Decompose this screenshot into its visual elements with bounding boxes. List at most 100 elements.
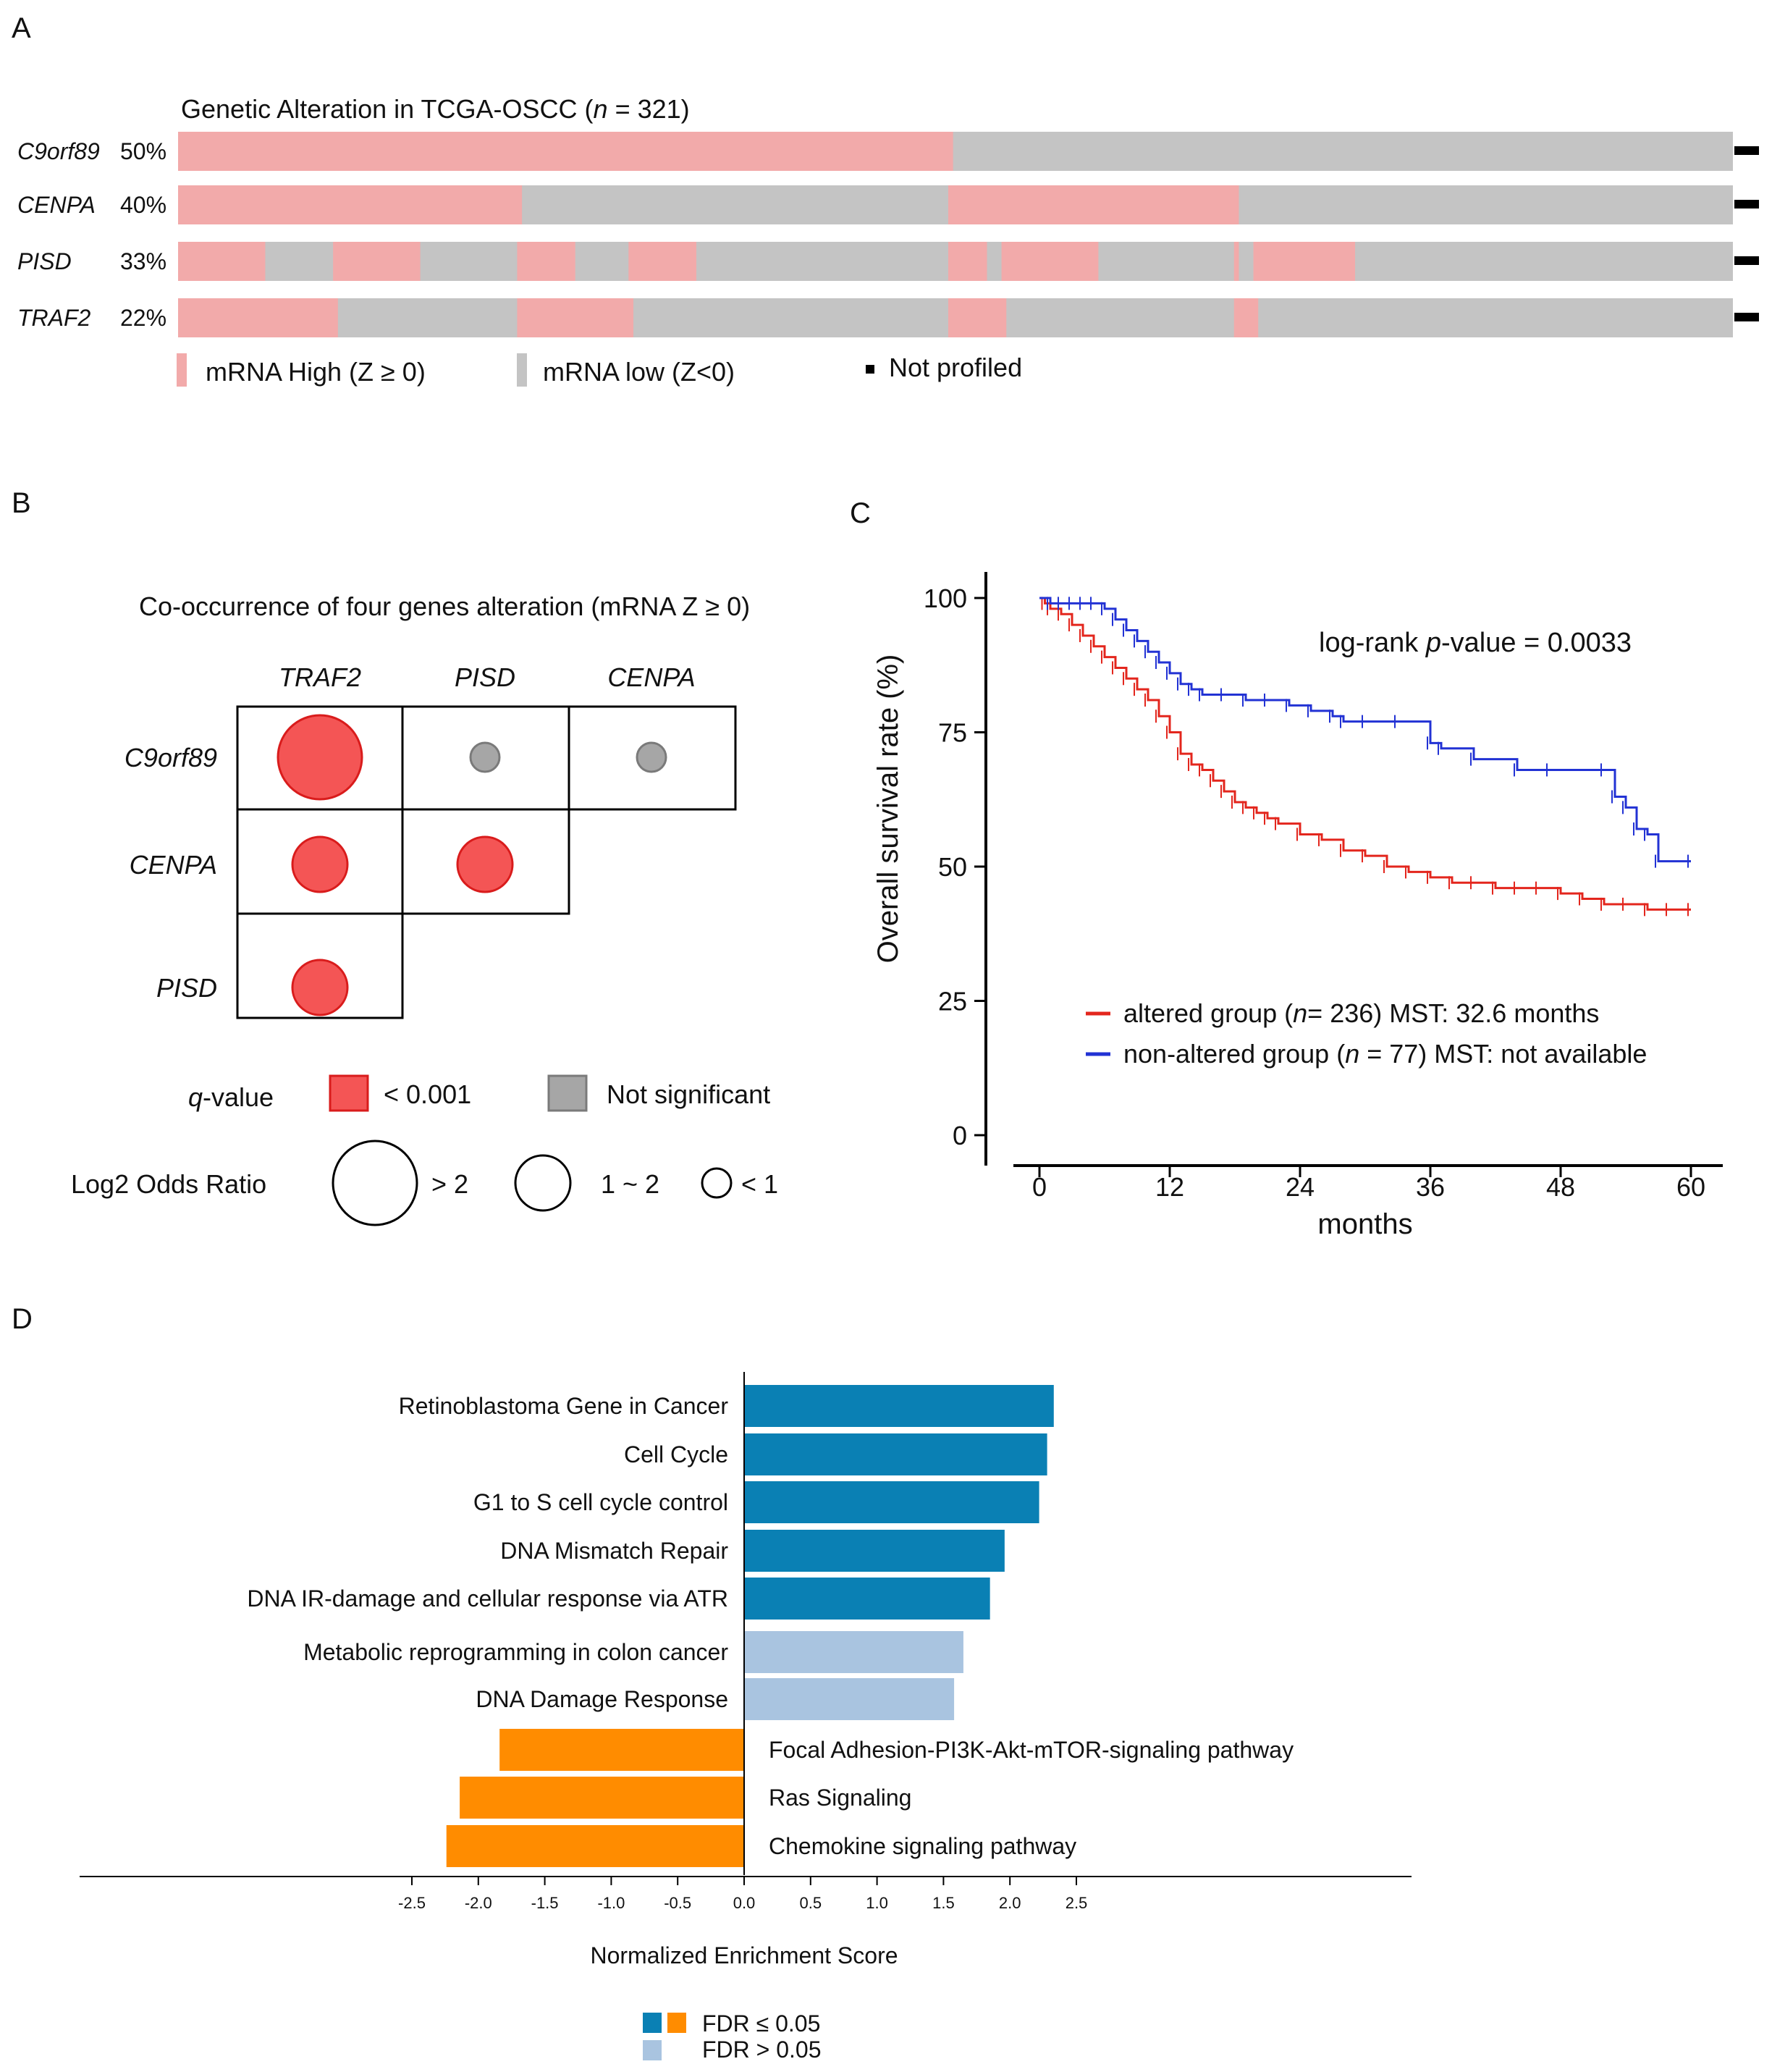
cooccurrence-circle-c9orf89-traf2: [277, 714, 363, 801]
legend-or-small-label: < 1: [741, 1169, 778, 1199]
legend-or-label: Log2 Odds Ratio: [71, 1169, 266, 1199]
legend-fdr-sig-label: FDR ≤ 0.05: [702, 2010, 820, 2037]
track-high-segment-traf2-3: [1233, 298, 1259, 337]
matrix-row-label-c9orf89: C9orf89: [125, 743, 217, 772]
panel-d-enrichment: Retinoblastoma Gene in Cancer Cell Cycle G…: [80, 1372, 1412, 2063]
oncoprint-tracks: C9orf89 50% CENPA 40% PISD 33% TRAF2 22%: [17, 132, 1759, 337]
legend-swatch-mrna-low: [517, 353, 527, 387]
enrichment-x-tick-label: -0.5: [664, 1894, 691, 1912]
km-curve-altered: [1039, 597, 1691, 911]
cooccurrence-legend: q-value < 0.001 Not significant Log2 Odd…: [71, 1074, 778, 1226]
matrix-col-label-traf2: TRAF2: [279, 662, 361, 692]
matrix-grid: [236, 705, 737, 1019]
km-xlabel: months: [1317, 1208, 1412, 1240]
track-not-profiled-pisd: [1734, 256, 1759, 265]
legend-q-ns-swatch: [547, 1074, 588, 1112]
legend-fdr-sig-orange-swatch: [667, 2013, 686, 2033]
enrichment-bar-dna-mismatch-repair: [744, 1530, 1005, 1572]
matrix-cells: [277, 714, 667, 1016]
track-high-segment-pisd-0: [178, 242, 266, 281]
matrix-col-label-pisd: PISD: [455, 662, 515, 692]
enrichment-x-axis: -2.5 -2.0 -1.5 -1.0 -0.5 0.0 0.5 1.0 1.5 2.0 2.5: [80, 1876, 1412, 1912]
km-y-tick-label: 50: [938, 852, 967, 882]
enrichment-bars: [446, 1372, 1054, 1875]
km-y-tick-label: 100: [924, 584, 967, 613]
panel-a-oncoprint: Genetic Alteration in TCGA-OSCC (n = 321…: [17, 94, 1759, 387]
matrix-row-label-pisd: PISD: [156, 973, 217, 1003]
enrichment-x-tick-label: 2.5: [1066, 1894, 1088, 1912]
km-legend: altered group (n= 236) MST: 32.6 months …: [1086, 998, 1647, 1069]
legend-non-altered-label: non-altered group (n = 77) MST: not avai…: [1123, 1039, 1647, 1069]
track-high-segment-pisd-1: [333, 242, 421, 281]
cooccurrence-circle-pisd-traf2: [291, 959, 349, 1016]
km-logrank-annotation: log-rank p-value = 0.0033: [1319, 628, 1632, 658]
legend-swatch-mrna-high: [177, 353, 187, 387]
legend-q-sig-swatch: [329, 1074, 369, 1112]
track-high-segment-pisd-3: [628, 242, 696, 281]
km-x-tick-label: 24: [1286, 1172, 1315, 1202]
enrichment-legend: FDR ≤ 0.05 FDR > 0.05: [643, 2010, 822, 2063]
cooccurrence-circle-cenpa-traf2: [291, 835, 349, 893]
track-not-profiled-traf2: [1734, 313, 1759, 321]
enrichment-bar-dna-ir-damage-and-cellular-response-via-atr: [744, 1578, 990, 1620]
cooccurrence-title: Co-occurrence of four genes alteration (…: [139, 591, 750, 621]
gene-percent-pisd: 33%: [120, 248, 166, 274]
enrichment-x-tick-label: -2.5: [398, 1894, 426, 1912]
enrichment-x-tick-label: -1.0: [597, 1894, 625, 1912]
panel-label-c: C: [850, 497, 871, 529]
cooccurrence-circle-c9orf89-cenpa: [636, 741, 667, 773]
matrix-row-label-cenpa: CENPA: [130, 850, 217, 880]
track-high-segment-pisd-6: [1233, 242, 1239, 281]
gene-label-pisd: PISD: [17, 248, 72, 274]
track-high-segment-pisd-2: [517, 242, 575, 281]
oncoprint-legend: mRNA High (Z ≥ 0) mRNA low (Z<0) Not pro…: [177, 353, 1022, 387]
enrichment-bar-chemokine-signaling-pathway: [446, 1825, 744, 1867]
enrichment-label-metabolic-reprogramming-in-colon-cancer: Metabolic reprogramming in colon cancer: [303, 1639, 728, 1665]
km-y-tick-label: 25: [938, 987, 967, 1016]
matrix-col-label-cenpa: CENPA: [607, 662, 695, 692]
km-curves: [1039, 597, 1691, 917]
enrichment-label-dna-ir-damage-and-cellular-response-via-atr: DNA IR-damage and cellular response via …: [247, 1585, 728, 1612]
legend-q-value-label: q-value: [188, 1082, 274, 1112]
matrix-row-labels: C9orf89 CENPA PISD: [125, 743, 217, 1003]
km-x-tick-label: 0: [1032, 1172, 1047, 1202]
gene-percent-c9orf89: 50%: [120, 138, 166, 164]
gene-percent-cenpa: 40%: [120, 192, 166, 218]
legend-or-medium-label: 1 ~ 2: [601, 1169, 659, 1199]
km-ylabel: Overall survival rate (%): [872, 654, 904, 964]
legend-swatch-not-profiled: [866, 365, 874, 374]
legend-fdr-ns-label: FDR > 0.05: [702, 2037, 822, 2063]
km-y-tick-label: 0: [953, 1121, 967, 1150]
track-high-segment-traf2-0: [178, 298, 338, 337]
enrichment-label-retinoblastoma-gene-in-cancer: Retinoblastoma Gene in Cancer: [399, 1393, 729, 1419]
enrichment-xlabel: Normalized Enrichment Score: [590, 1942, 898, 1968]
legend-or-medium-circle: [514, 1154, 572, 1212]
enrichment-x-tick-label: 1.0: [866, 1894, 888, 1912]
enrichment-x-tick-label: 0.0: [733, 1894, 756, 1912]
legend-fdr-ns-swatch: [643, 2040, 662, 2060]
track-not-profiled-cenpa: [1734, 200, 1759, 209]
matrix-column-labels: TRAF2 PISD CENPA: [279, 662, 696, 692]
enrichment-bar-focal-adhesion-pi3k-akt-mtor-signaling-pathway: [499, 1729, 744, 1771]
km-y-tick-label: 75: [938, 718, 967, 748]
km-x-tick-label: 36: [1416, 1172, 1445, 1202]
gene-percent-traf2: 22%: [120, 305, 166, 331]
track-high-segment-pisd-4: [948, 242, 987, 281]
track-high-segment-traf2-1: [517, 298, 634, 337]
enrichment-x-tick-label: 2.0: [999, 1894, 1021, 1912]
panel-label-a: A: [12, 12, 31, 44]
enrichment-x-tick-label: 0.5: [800, 1894, 822, 1912]
legend-label-mrna-low: mRNA low (Z<0): [543, 357, 735, 387]
enrichment-category-labels: Retinoblastoma Gene in Cancer Cell Cycle G…: [247, 1393, 1294, 1859]
legend-or-large-circle: [332, 1140, 418, 1226]
gene-label-cenpa: CENPA: [17, 192, 96, 218]
km-x-tick-label: 12: [1155, 1172, 1184, 1202]
cooccurrence-circle-c9orf89-pisd: [469, 741, 501, 773]
legend-fdr-sig-blue-swatch: [643, 2013, 662, 2033]
legend-or-large-label: > 2: [431, 1169, 468, 1199]
legend-label-mrna-high: mRNA High (Z ≥ 0): [206, 357, 426, 387]
legend-or-small-circle: [701, 1167, 733, 1199]
matrix-row-frame-pisd: [236, 912, 404, 1019]
enrichment-label-ras-signaling: Ras Signaling: [769, 1785, 911, 1811]
